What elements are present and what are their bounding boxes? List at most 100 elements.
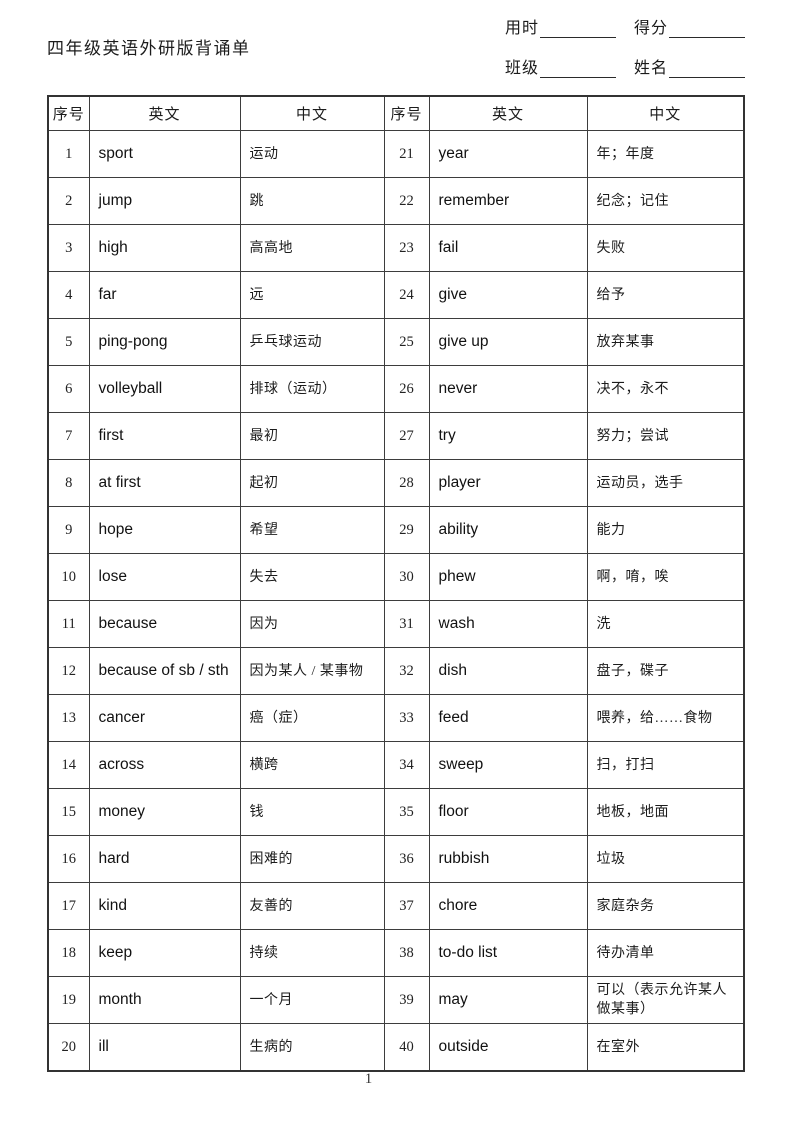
table-row: 7 first 最初 27 try 努力；尝试 bbox=[47, 412, 745, 460]
fields-row-2: 班级 姓名 bbox=[505, 54, 745, 78]
table-row: 19 month 一个月 39 may 可以（表示允许某人做某事） bbox=[47, 976, 745, 1024]
english-word-right: give bbox=[428, 271, 588, 319]
english-word-left: far bbox=[88, 271, 241, 319]
row-number-right: 29 bbox=[383, 506, 430, 554]
english-word-right: year bbox=[428, 130, 588, 178]
table-row: 9 hope 希望 29 ability 能力 bbox=[47, 506, 745, 554]
col-header-english-left: 英文 bbox=[88, 95, 241, 131]
english-word-left: hope bbox=[88, 506, 241, 554]
table-row: 17 kind 友善的 37 chore 家庭杂务 bbox=[47, 882, 745, 930]
header-row: 序号 英文 中文 序号 英文 中文 bbox=[47, 95, 745, 131]
row-number-left: 12 bbox=[47, 647, 90, 695]
row-number-right: 37 bbox=[383, 882, 430, 930]
time-field-label: 用时 bbox=[505, 20, 540, 37]
row-number-left: 5 bbox=[47, 318, 90, 366]
chinese-meaning-left: 跳 bbox=[239, 177, 385, 225]
table-row: 2 jump 跳 22 remember 纪念；记住 bbox=[47, 177, 745, 225]
vocab-table-head: 序号 英文 中文 序号 英文 中文 bbox=[47, 95, 745, 131]
english-word-right: to-do list bbox=[428, 929, 588, 977]
chinese-meaning-left: 希望 bbox=[239, 506, 385, 554]
table-row: 4 far 远 24 give 给予 bbox=[47, 271, 745, 319]
chinese-meaning-left: 远 bbox=[239, 271, 385, 319]
chinese-meaning-right: 家庭杂务 bbox=[586, 882, 745, 930]
time-field: 用时 bbox=[505, 14, 617, 38]
chinese-meaning-right: 放弃某事 bbox=[586, 318, 745, 366]
page-number: 1 bbox=[364, 1071, 373, 1087]
row-number-right: 21 bbox=[383, 130, 430, 178]
chinese-meaning-right: 运动员，选手 bbox=[586, 459, 745, 507]
name-blank-line bbox=[669, 60, 745, 78]
chinese-meaning-left: 因为某人 / 某事物 bbox=[239, 647, 385, 695]
table-row: 11 because 因为 31 wash 洗 bbox=[47, 600, 745, 648]
fill-in-fields: 用时 得分 班级 姓名 bbox=[505, 14, 745, 94]
english-word-right: try bbox=[428, 412, 588, 460]
page-title: 四年级英语外研版背诵单 bbox=[47, 39, 251, 58]
vocab-table: 序号 英文 中文 序号 英文 中文 1 sport 运动 21 year 年；年… bbox=[47, 95, 745, 1072]
fields-row-1: 用时 得分 bbox=[505, 14, 745, 38]
time-blank-line bbox=[540, 20, 617, 38]
row-number-right: 26 bbox=[383, 365, 430, 413]
table-row: 13 cancer 癌（症） 33 feed 喂养，给……食物 bbox=[47, 694, 745, 742]
english-word-left: because bbox=[88, 600, 241, 648]
chinese-meaning-left: 钱 bbox=[239, 788, 385, 836]
english-word-left: volleyball bbox=[88, 365, 241, 413]
english-word-right: remember bbox=[428, 177, 588, 225]
chinese-meaning-right: 努力；尝试 bbox=[586, 412, 745, 460]
col-header-chinese-right: 中文 bbox=[586, 95, 745, 131]
chinese-meaning-right: 啊，唷，唉 bbox=[586, 553, 745, 601]
english-word-left: ping-pong bbox=[88, 318, 241, 366]
english-word-right: wash bbox=[428, 600, 588, 648]
chinese-meaning-left: 生病的 bbox=[239, 1023, 385, 1072]
chinese-meaning-left: 起初 bbox=[239, 459, 385, 507]
table-row: 5 ping-pong 乒乓球运动 25 give up 放弃某事 bbox=[47, 318, 745, 366]
class-blank-line bbox=[540, 60, 617, 78]
chinese-meaning-right: 垃圾 bbox=[586, 835, 745, 883]
row-number-right: 34 bbox=[383, 741, 430, 789]
row-number-right: 31 bbox=[383, 600, 430, 648]
chinese-meaning-right: 给予 bbox=[586, 271, 745, 319]
table-row: 8 at first 起初 28 player 运动员，选手 bbox=[47, 459, 745, 507]
english-word-left: month bbox=[88, 976, 241, 1024]
class-field: 班级 bbox=[505, 54, 617, 78]
row-number-left: 20 bbox=[47, 1023, 90, 1072]
row-number-left: 10 bbox=[47, 553, 90, 601]
score-field: 得分 bbox=[634, 14, 745, 38]
english-word-left: hard bbox=[88, 835, 241, 883]
row-number-right: 28 bbox=[383, 459, 430, 507]
table-row: 18 keep 持续 38 to-do list 待办清单 bbox=[47, 929, 745, 977]
chinese-meaning-left: 横跨 bbox=[239, 741, 385, 789]
english-word-right: floor bbox=[428, 788, 588, 836]
chinese-meaning-left: 一个月 bbox=[239, 976, 385, 1024]
row-number-left: 2 bbox=[47, 177, 90, 225]
english-word-right: rubbish bbox=[428, 835, 588, 883]
english-word-right: chore bbox=[428, 882, 588, 930]
col-header-number-right: 序号 bbox=[383, 95, 430, 131]
row-number-left: 3 bbox=[47, 224, 90, 272]
chinese-meaning-left: 最初 bbox=[239, 412, 385, 460]
row-number-left: 8 bbox=[47, 459, 90, 507]
row-number-right: 23 bbox=[383, 224, 430, 272]
row-number-left: 13 bbox=[47, 694, 90, 742]
chinese-meaning-right: 可以（表示允许某人做某事） bbox=[586, 976, 745, 1024]
chinese-meaning-right: 地板，地面 bbox=[586, 788, 745, 836]
row-number-left: 6 bbox=[47, 365, 90, 413]
row-number-right: 35 bbox=[383, 788, 430, 836]
row-number-right: 39 bbox=[383, 976, 430, 1024]
row-number-left: 15 bbox=[47, 788, 90, 836]
english-word-right: may bbox=[428, 976, 588, 1024]
english-word-right: outside bbox=[428, 1023, 588, 1072]
row-number-right: 25 bbox=[383, 318, 430, 366]
english-word-left: sport bbox=[88, 130, 241, 178]
chinese-meaning-left: 因为 bbox=[239, 600, 385, 648]
english-word-right: player bbox=[428, 459, 588, 507]
english-word-left: ill bbox=[88, 1023, 241, 1072]
chinese-meaning-left: 排球（运动） bbox=[239, 365, 385, 413]
table-row: 12 because of sb / sth 因为某人 / 某事物 32 dis… bbox=[47, 647, 745, 695]
english-word-left: cancer bbox=[88, 694, 241, 742]
name-field-label: 姓名 bbox=[633, 60, 668, 77]
table-row: 14 across 横跨 34 sweep 扫，打扫 bbox=[47, 741, 745, 789]
page-header: 四年级英语外研版背诵单 用时 得分 班级 姓名 bbox=[47, 14, 745, 86]
row-number-right: 27 bbox=[383, 412, 430, 460]
chinese-meaning-right: 纪念；记住 bbox=[586, 177, 745, 225]
